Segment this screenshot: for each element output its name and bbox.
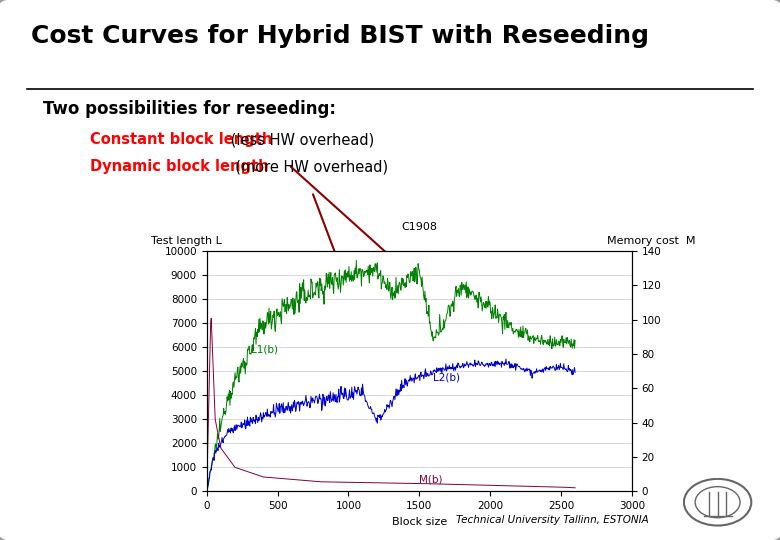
Text: M(b): M(b) — [420, 474, 443, 484]
Text: Constant block length: Constant block length — [90, 132, 272, 147]
Text: Test length L: Test length L — [151, 237, 222, 246]
Text: L1(b): L1(b) — [250, 344, 278, 354]
FancyArrowPatch shape — [313, 194, 378, 362]
FancyArrowPatch shape — [291, 166, 402, 267]
Text: C1908: C1908 — [401, 222, 438, 232]
Text: L2(b): L2(b) — [434, 373, 460, 383]
Text: Dynamic block length: Dynamic block length — [90, 159, 268, 174]
Text: Cost Curves for Hybrid BIST with Reseeding: Cost Curves for Hybrid BIST with Reseedi… — [31, 24, 649, 48]
Text: (less HW overhead): (less HW overhead) — [226, 132, 374, 147]
Text: Technical University Tallinn, ESTONIA: Technical University Tallinn, ESTONIA — [456, 515, 649, 525]
X-axis label: Block size: Block size — [392, 517, 447, 526]
Text: Two possibilities for reseeding:: Two possibilities for reseeding: — [43, 100, 336, 118]
Text: Memory cost  M: Memory cost M — [607, 237, 696, 246]
Text: (more HW overhead): (more HW overhead) — [226, 159, 388, 174]
